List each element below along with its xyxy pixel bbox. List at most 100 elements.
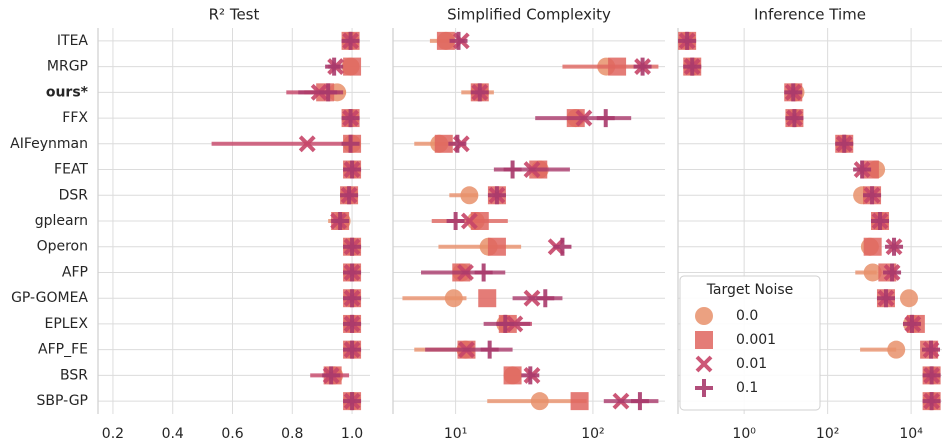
point <box>470 83 489 102</box>
point <box>922 366 941 385</box>
point <box>460 212 478 230</box>
y-tick-label: AFP <box>62 264 88 280</box>
y-tick-label: FFX <box>62 110 88 126</box>
point <box>436 31 455 50</box>
legend-marker <box>695 307 713 325</box>
point <box>319 83 338 102</box>
point <box>503 366 522 385</box>
legend-label: 0.001 <box>736 332 776 348</box>
x-tick-label: 10² <box>816 426 839 442</box>
legend-title: Target Noise <box>706 282 794 298</box>
point <box>899 289 918 308</box>
point <box>322 366 341 385</box>
point <box>608 57 627 76</box>
point <box>444 289 463 308</box>
legend-label: 0.01 <box>736 356 767 372</box>
point <box>683 57 702 76</box>
legend-marker <box>695 331 713 349</box>
point <box>536 289 555 308</box>
point <box>876 289 895 308</box>
y-tick-label: EPLEX <box>44 316 88 332</box>
point <box>630 392 649 411</box>
point <box>434 134 453 153</box>
y-tick-label: DSR <box>59 187 89 203</box>
point <box>343 340 362 359</box>
panel-title: R² Test <box>209 6 260 24</box>
point <box>343 160 362 179</box>
legend-marker <box>695 355 713 373</box>
y-tick-label: GP-GOMEA <box>11 290 88 306</box>
legend-label: 0.0 <box>736 308 758 324</box>
point <box>446 212 465 230</box>
x-tick-label: 0.2 <box>102 426 124 442</box>
point <box>343 289 362 308</box>
point <box>487 237 506 256</box>
y-tick-label: gplearn <box>35 213 88 229</box>
legend-marker <box>695 379 713 397</box>
y-tick-label: ours* <box>46 84 89 100</box>
x-tick-label: 0.4 <box>162 426 184 442</box>
point <box>343 392 362 411</box>
panel-title: Simplified Complexity <box>447 6 611 24</box>
point <box>553 237 572 256</box>
y-tick-label: MRGP <box>47 59 88 75</box>
point <box>343 314 362 333</box>
point <box>871 212 890 230</box>
point <box>835 134 854 153</box>
point <box>460 186 479 205</box>
y-tick-label: AFP_FE <box>38 342 88 358</box>
legend-box <box>679 275 821 411</box>
point <box>633 57 652 76</box>
point <box>478 289 497 308</box>
point <box>863 263 882 282</box>
point <box>784 83 803 102</box>
point <box>449 31 468 50</box>
point <box>530 392 549 411</box>
point <box>678 31 697 50</box>
point <box>922 392 941 411</box>
point <box>883 263 902 282</box>
point <box>596 109 615 128</box>
x-tick-label: 10¹ <box>444 426 467 442</box>
point <box>343 263 362 282</box>
point <box>325 57 344 76</box>
x-tick-label: 10⁰ <box>732 426 756 442</box>
y-tick-label: BSR <box>60 367 88 383</box>
y-tick-label: AIFeynman <box>10 136 88 152</box>
panel-title: Inference Time <box>754 6 866 24</box>
point <box>496 314 515 333</box>
point <box>448 134 467 153</box>
x-tick-label: 0.6 <box>221 426 243 442</box>
point <box>570 392 589 411</box>
x-tick-label: 10² <box>581 426 604 442</box>
y-tick-label: FEAT <box>54 162 88 178</box>
legend-label: 0.1 <box>736 380 758 396</box>
point <box>341 31 360 50</box>
point <box>885 237 904 256</box>
point <box>341 134 360 153</box>
point <box>487 186 506 205</box>
point <box>480 340 499 359</box>
point <box>341 109 360 128</box>
y-tick-label: SBP-GP <box>37 393 88 409</box>
point <box>298 135 316 153</box>
point <box>340 186 359 205</box>
point <box>331 212 350 230</box>
point <box>474 263 493 282</box>
point <box>863 237 882 256</box>
point <box>343 57 362 76</box>
point <box>343 237 362 256</box>
point <box>922 340 941 359</box>
x-tick-label: 1.0 <box>341 426 363 442</box>
x-tick-label: 10⁴ <box>899 426 923 442</box>
point <box>503 160 522 179</box>
y-tick-label: Operon <box>37 239 88 255</box>
point <box>853 160 872 179</box>
y-tick-label: ITEA <box>57 33 89 49</box>
point <box>902 314 921 333</box>
point <box>521 366 540 385</box>
x-tick-label: 0.8 <box>281 426 303 442</box>
point <box>785 109 804 128</box>
point <box>887 340 906 359</box>
